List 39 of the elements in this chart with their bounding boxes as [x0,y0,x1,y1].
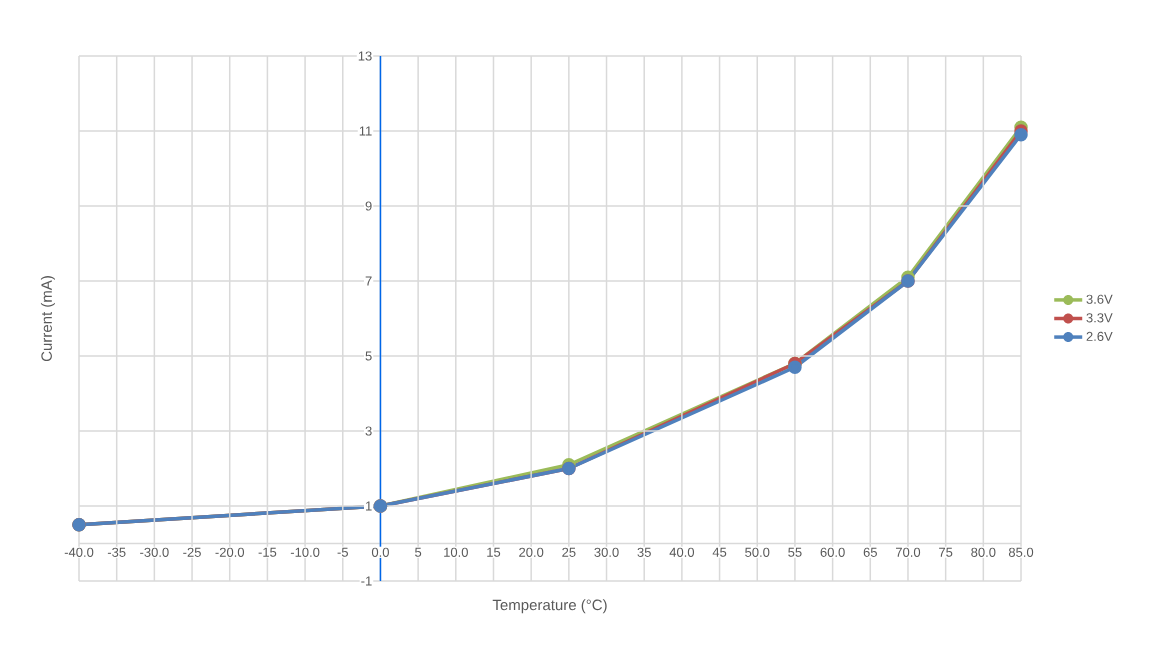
x-tick-label: -30.0 [140,547,169,557]
x-tick-label: 0.0 [371,547,389,557]
x-tick-label: 45 [712,547,727,557]
y-tick-label: -1 [361,576,372,586]
y-tick-label: 3 [365,426,372,436]
x-tick-label: 10.0 [444,547,468,557]
x-tick-label: 80.0 [971,547,996,557]
x-tick-label: -20.0 [215,547,245,557]
y-tick-label: 13 [358,51,372,61]
x-tick-label: 60.0 [820,547,845,557]
x-tick-label: -15 [258,547,277,557]
x-tick-label: 25 [562,547,576,557]
x-tick-label: 50.0 [745,547,770,557]
y-axis-title: Current (mA) [40,276,55,362]
x-tick-label: 30.0 [594,547,619,557]
y-tick-label: 7 [365,276,372,286]
legend-label: 3.3V [1086,313,1113,323]
legend-label: 3.6V [1086,294,1113,304]
x-tick-label: 35 [637,547,651,557]
x-tick-label: 65 [863,547,877,557]
x-tick-label: -35 [107,547,126,557]
y-tick-label: 1 [366,501,372,511]
y-tick-label: 9 [365,201,372,211]
x-tick-label: -25 [183,547,201,557]
x-tick-label: 75 [939,547,953,557]
x-tick-label: -10.0 [290,547,320,557]
y-tick-label: 11 [359,126,372,136]
x-tick-label: 55 [788,547,802,557]
x-tick-label: 85.0 [1008,547,1034,557]
y-tick-label: 5 [365,351,372,361]
x-tick-label: 40.0 [669,547,695,557]
x-tick-label: -40.0 [64,547,94,557]
legend-label: 2.6V [1086,331,1113,341]
x-axis-title: Temperature (°C) [492,599,607,614]
x-tick-label: 15 [487,547,501,557]
x-tick-label: 5 [415,547,422,557]
x-tick-label: 70.0 [895,547,921,557]
x-tick-label: -5 [337,547,348,557]
x-tick-label: 20.0 [519,547,544,557]
